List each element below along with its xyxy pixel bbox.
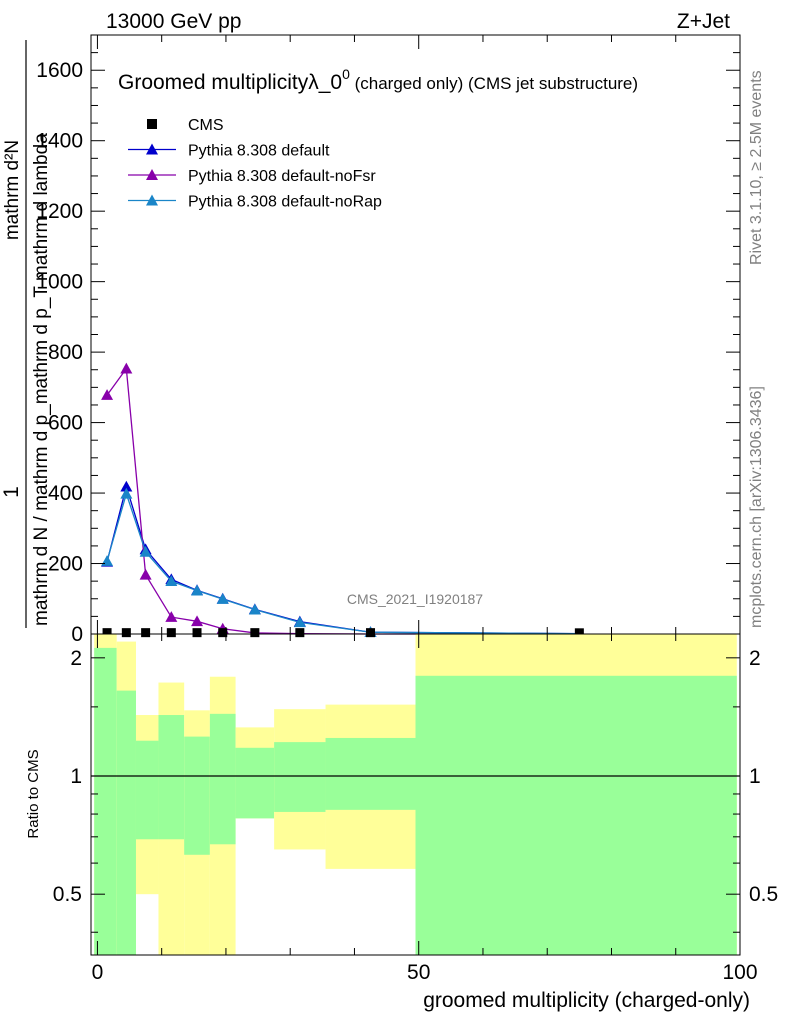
analysis-watermark: CMS_2021_I1920187	[347, 591, 483, 607]
plot-title-main: Groomed multiplicityλ_0	[118, 71, 342, 94]
series-marker-noRap	[120, 487, 133, 499]
series-marker-noFsr	[101, 389, 114, 400]
y-tick-label: 0	[71, 623, 83, 646]
stat-uncertainty-band	[116, 690, 136, 955]
legend-label-noRap: Pythia 8.308 default-noRap	[188, 194, 382, 211]
series-marker-noFsr	[191, 615, 204, 627]
main-plot-panel: 0 200 400 600 800 1000 1200 1400 1600 Groomed mu…	[0, 34, 741, 646]
series-marker-noRap	[216, 593, 229, 604]
series-line-default	[106, 484, 580, 635]
ratio-y-tick-label-right: 2	[749, 647, 761, 670]
series-marker-noFsr	[139, 568, 152, 580]
stat-uncertainty-band	[184, 736, 210, 855]
y-tick-label: 1600	[36, 59, 83, 82]
ratio-y-axis-label: Ratio to CMS	[25, 749, 42, 838]
legend-marker-default	[146, 143, 158, 155]
legend-label-default: Pythia 8.308 default	[188, 143, 330, 160]
y-tick-label: 1200	[36, 200, 83, 223]
plot-title: Groomed multiplicityλ_00 (charged only) …	[118, 66, 638, 94]
series-marker-noRap	[139, 545, 152, 557]
cms-data-point	[295, 628, 305, 638]
series-marker-default	[120, 480, 133, 492]
y-axis-numerator: 1	[0, 486, 23, 498]
stat-uncertainty-band	[135, 740, 159, 840]
rivet-label: Rivet 3.1.10, ≥ 2.5M events	[748, 70, 765, 265]
cms-data-point	[141, 628, 151, 638]
series-marker-noRap	[293, 616, 306, 628]
cms-data-point	[192, 628, 202, 638]
ratio-y-tick-label-right: 1	[749, 765, 761, 788]
legend-marker-noFsr	[146, 169, 158, 180]
y-tick-label: 1000	[36, 271, 83, 294]
cms-data-point	[218, 628, 228, 638]
ratio-plot-panel: 0.5 0.5 1 1 2 2 0 50 100 Ratio to CMS groomed mu…	[25, 633, 778, 1012]
stat-uncertainty-band	[235, 747, 275, 819]
legend: CMS Pythia 8.308 default Pythia 8.308 defa…	[128, 117, 382, 211]
legend-marker-noRap	[146, 194, 158, 206]
legend-marker-cms	[147, 119, 157, 129]
cms-data-point	[250, 628, 260, 638]
ratio-y-tick-label: 2	[70, 647, 82, 670]
stat-uncertainty-band	[209, 713, 236, 845]
plot-title-superscript: 0	[342, 66, 350, 82]
y-tick-label: 200	[48, 553, 83, 576]
stat-uncertainty-band	[325, 737, 416, 810]
ratio-y-tick-label-right: 0.5	[749, 883, 778, 906]
x-tick-label: 50	[407, 961, 430, 984]
cms-data-point	[102, 628, 112, 638]
cms-data-point	[366, 628, 376, 638]
series-marker-noFsr	[165, 611, 178, 622]
stat-uncertainty-band	[158, 715, 185, 840]
series-marker-noRap	[248, 603, 261, 615]
series-line-noFsr	[106, 366, 580, 635]
cms-data-point	[574, 628, 584, 638]
y-tick-label: 800	[48, 341, 83, 364]
x-tick-label: 0	[92, 961, 104, 984]
y-axis-denominator: mathrm d N / mathrm d p_mathrm d p_T mat…	[31, 133, 52, 626]
ratio-y-tick-label: 1	[70, 765, 82, 788]
legend-label-cms: CMS	[188, 117, 224, 134]
plot-title-rest: (charged only) (CMS jet substructure)	[350, 74, 638, 93]
ratio-y-tick-label: 0.5	[53, 883, 82, 906]
stat-uncertainty-band	[274, 742, 326, 812]
y-tick-label: 600	[48, 412, 83, 435]
y-tick-label: 1400	[36, 130, 83, 153]
series-marker-noFsr	[120, 362, 133, 374]
energy-label: 13000 GeV pp	[106, 10, 241, 33]
series-marker-noRap	[165, 575, 178, 586]
stat-uncertainty-band	[415, 675, 737, 955]
series-marker-noRap	[191, 584, 204, 596]
series-marker-noRap	[101, 555, 114, 566]
y-tick-label: 400	[48, 482, 83, 505]
mcplots-label: mcplots.cern.ch [arXiv:1306.3436]	[748, 386, 765, 628]
x-tick-label: 100	[722, 961, 757, 984]
legend-label-noFsr: Pythia 8.308 default-noFsr	[188, 168, 376, 185]
x-axis-label: groomed multiplicity (charged-only)	[423, 989, 750, 1012]
cms-data-point	[121, 628, 131, 638]
stat-uncertainty-band	[94, 647, 117, 955]
ratio-plot-frame	[90, 633, 741, 956]
cms-data-point	[166, 628, 176, 638]
series-line-noRap	[106, 491, 580, 635]
y-axis-aux-label: mathrm d²N	[2, 140, 23, 240]
process-label: Z+Jet	[677, 10, 730, 33]
